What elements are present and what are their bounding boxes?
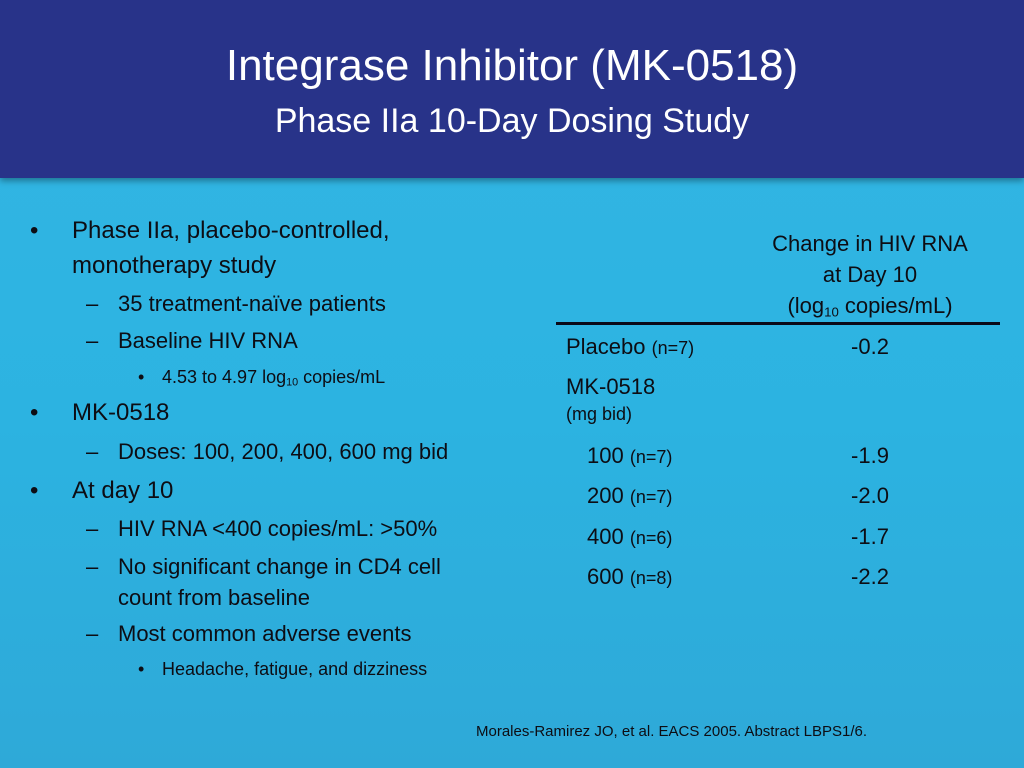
slide-title: Integrase Inhibitor (MK-0518) (225, 41, 799, 90)
sub-bullet-cd4: No significant change in CD4 cell (118, 554, 441, 579)
sub-sub-bullet-symptoms: Headache, fatigue, and dizziness (162, 659, 428, 679)
table-row-value: -2.0 (851, 483, 889, 508)
dash-marker: – (86, 439, 99, 464)
table-row-value: -2.2 (851, 564, 889, 589)
bullet-phase-iia-cont: monotherapy study (72, 252, 277, 279)
title-banner: Integrase Inhibitor (MK-0518) Phase IIa … (0, 0, 1024, 178)
table-row-dose: 600 (n=8) (587, 564, 673, 589)
sub-bullet-adverse: Most common adverse events (118, 621, 412, 646)
bullet-marker: • (30, 217, 39, 244)
placebo-value: -0.2 (851, 334, 889, 359)
sub-bullet-patients: 35 treatment-naïve patients (118, 291, 386, 316)
table-row-dose: 400 (n=6) (587, 524, 673, 549)
table-header-line: (log10 copies/mL) (787, 293, 953, 320)
bullet-marker: • (30, 399, 39, 426)
sub-bullet-doses: Doses: 100, 200, 400, 600 mg bid (118, 439, 449, 464)
sub-bullet-baseline: Baseline HIV RNA (118, 328, 298, 353)
table-header-line: Change in HIV RNA (772, 231, 968, 256)
placebo-label: Placebo (n=7) (566, 334, 695, 359)
bullet-marker: • (138, 659, 145, 679)
sub-bullet-cd4-cont: count from baseline (118, 585, 310, 610)
sub-bullet-hiv-rna: HIV RNA <400 copies/mL: >50% (118, 516, 438, 541)
table-header-rule (556, 322, 1000, 325)
dash-marker: – (86, 621, 99, 646)
table-row-value: -1.7 (851, 524, 889, 549)
table-row-dose: 200 (n=7) (587, 483, 673, 508)
table-row-dose: 100 (n=7) (587, 443, 673, 468)
dash-marker: – (86, 554, 99, 579)
table-row-value: -1.9 (851, 443, 889, 468)
dash-marker: – (86, 516, 99, 541)
sub-sub-bullet-range: 4.53 to 4.97 log10 copies/mL (162, 367, 386, 389)
bullet-mk-0518: MK-0518 (72, 399, 170, 426)
table-header: Change in HIV RNA at Day 10 (log10 copie… (740, 228, 1000, 321)
citation-footer: Morales-Ramirez JO, et al. EACS 2005. Ab… (476, 723, 867, 740)
bullet-phase-iia: Phase IIa, placebo-controlled, (72, 217, 390, 244)
bullet-marker: • (138, 367, 145, 387)
drug-label: MK-0518 (566, 374, 656, 399)
table-header-line: at Day 10 (822, 262, 918, 287)
bullet-marker: • (30, 477, 39, 504)
drug-unit: (mg bid) (566, 404, 633, 424)
slide-subtitle: Phase IIa 10-Day Dosing Study (274, 102, 750, 140)
bullet-day-10: At day 10 (72, 477, 174, 504)
dash-marker: – (86, 291, 99, 316)
dash-marker: – (86, 328, 99, 353)
